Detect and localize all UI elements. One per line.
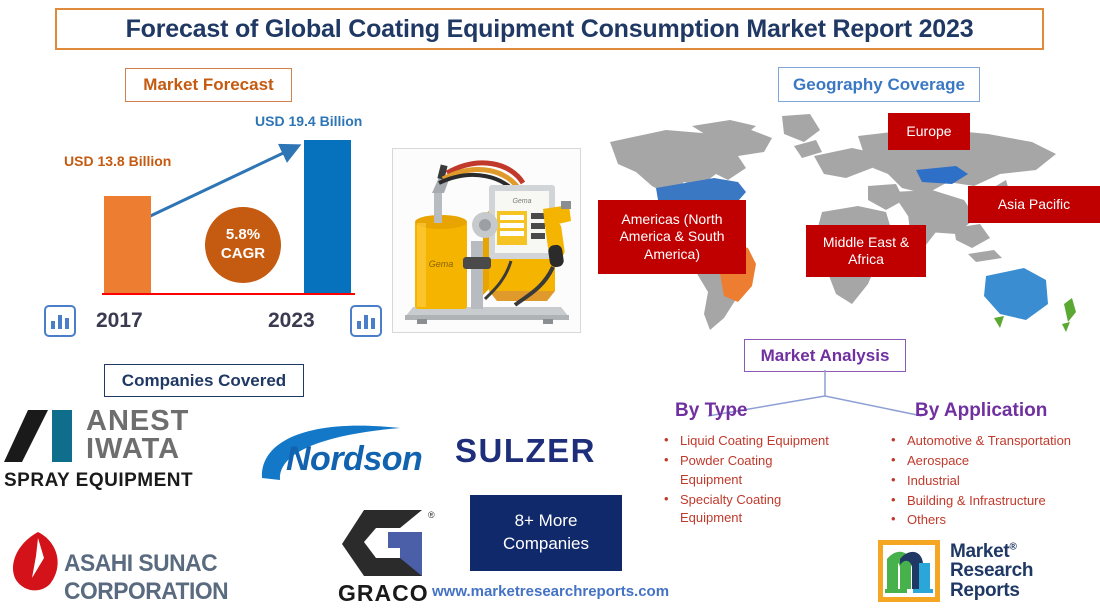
svg-text:Gema: Gema (429, 259, 454, 269)
graco-g-icon: ® (342, 510, 435, 576)
logo-sulzer: SULZER (455, 432, 621, 472)
list-item: Building & Infrastructure (885, 491, 1100, 511)
section-header-market-analysis: Market Analysis (744, 339, 906, 372)
list-item: Liquid Coating Equipment (658, 431, 838, 451)
list-item: Automotive & Transportation (885, 431, 1100, 451)
bar-chart-icon-right (350, 305, 382, 337)
bar-2017 (104, 196, 151, 293)
market-research-reports-logo: Market® Research Reports (878, 540, 1093, 608)
cagr-badge: 5.8% CAGR (205, 207, 281, 283)
logo-anest-iwata: ANEST IWATA SPRAY EQUIPMENT (4, 405, 232, 498)
list-item: Others (885, 510, 1100, 530)
graco-wordmark: GRACO (338, 580, 429, 606)
by-application-list: Automotive & Transportation Aerospace In… (885, 431, 1100, 531)
mrr-line-1: Market® (950, 541, 1017, 562)
svg-text:®: ® (428, 510, 435, 520)
asahi-sunac-wordmark: ASAHI SUNAC CORPORATION (64, 550, 229, 605)
cagr-value: 5.8% (225, 226, 261, 244)
mrr-logo-mark-icon (878, 540, 940, 602)
anest-iwata-wordmark: ANEST IWATA (86, 405, 190, 465)
page-title: Forecast of Global Coating Equipment Con… (125, 14, 974, 43)
product-photo-coating-equipment: Gema Gema (392, 148, 581, 333)
bar-chart-icon-left (44, 305, 76, 337)
logo-graco: ® GRACO (330, 508, 440, 608)
map-label-americas: Americas (North America & South America) (598, 200, 746, 274)
bar-value-label-2017: USD 13.8 Billion (64, 153, 172, 169)
market-forecast-chart: USD 13.8 Billion USD 19.4 Billion 5.8% C… (40, 105, 390, 345)
mrr-letter-m-icon (885, 551, 933, 593)
geography-coverage-label: Geography Coverage (793, 74, 965, 94)
axis-label-2023: 2023 (268, 309, 315, 332)
analysis-connector-lines (707, 370, 923, 417)
list-item: Powder Coating Equipment (658, 451, 838, 490)
logo-asahi-sunac: ASAHI SUNAC CORPORATION (10, 530, 330, 605)
mrr-line-2: Research (950, 560, 1034, 582)
anest-iwata-tagline: SPRAY EQUIPMENT (4, 470, 194, 491)
asahi-sunac-mark-icon (12, 532, 58, 591)
market-analysis-tree: By Type By Application Liquid Coating Eq… (650, 370, 1100, 550)
axis-label-2017: 2017 (96, 309, 143, 332)
map-label-middle-east-africa: Middle East & Africa (806, 225, 926, 277)
more-companies-badge: 8+ More Companies (470, 495, 622, 571)
bar-2023 (304, 140, 351, 293)
companies-logos: ANEST IWATA SPRAY EQUIPMENT Nordson SULZ… (0, 400, 700, 614)
market-forecast-label: Market Forecast (143, 75, 274, 94)
mrr-line-3: Reports (950, 579, 1020, 601)
anest-line-1: ANEST (86, 405, 190, 437)
registered-mark: ® (1009, 541, 1017, 553)
mrr-wordmark: Market® Research Reports (950, 542, 1033, 600)
section-header-market-forecast: Market Forecast (125, 68, 292, 102)
map-label-asia-pacific: Asia Pacific (968, 186, 1100, 223)
growth-arrow-icon (143, 143, 302, 221)
section-header-geography-coverage: Geography Coverage (778, 67, 980, 102)
by-application-header: By Application (915, 400, 1048, 421)
nordson-wordmark: Nordson (286, 440, 423, 478)
nordson-swoosh-icon (261, 425, 400, 480)
more-companies-label: 8+ More Companies (503, 511, 589, 553)
market-analysis-label: Market Analysis (760, 345, 890, 365)
website-url[interactable]: www.marketresearchreports.com (432, 583, 670, 600)
map-label-europe: Europe (888, 113, 970, 150)
cagr-label: CAGR (220, 245, 266, 262)
list-item: Specialty Coating Equipment (658, 490, 838, 529)
companies-covered-label: Companies Covered (121, 370, 287, 390)
by-type-header: By Type (675, 400, 748, 421)
by-type-list: Liquid Coating Equipment Powder Coating … (658, 431, 838, 529)
chart-baseline (102, 293, 355, 295)
sulzer-wordmark: SULZER (455, 432, 596, 469)
list-item: Industrial (885, 471, 1100, 491)
bar-value-label-2023: USD 19.4 Billion (255, 113, 363, 129)
page-title-bar: Forecast of Global Coating Equipment Con… (55, 8, 1044, 50)
svg-text:Gema: Gema (512, 198, 531, 205)
list-item: Aerospace (885, 451, 1100, 471)
anest-iwata-mark-icon (4, 410, 72, 462)
coating-equipment-illustration: Gema Gema (393, 149, 580, 332)
anest-line-2: IWATA (86, 432, 181, 465)
section-header-companies-covered: Companies Covered (104, 364, 304, 397)
logo-nordson: Nordson (250, 424, 440, 486)
